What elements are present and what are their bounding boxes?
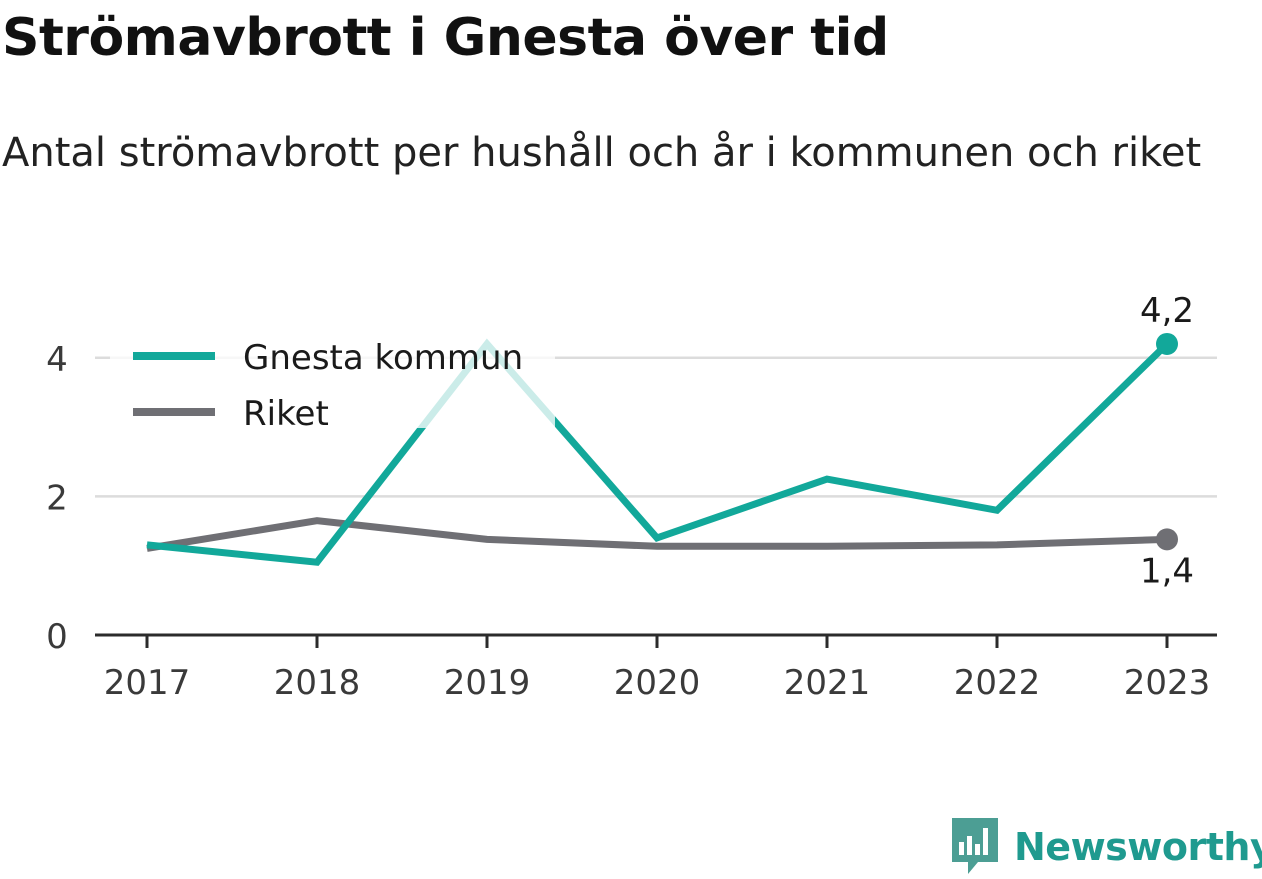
- legend-label: Gnesta kommun: [243, 338, 523, 378]
- end-value-label: 1,4: [1140, 551, 1194, 591]
- end-markers: 4,2 1,4: [1140, 291, 1194, 591]
- legend: Gnesta kommun Riket: [110, 328, 555, 434]
- newsworthy-logo: Newsworthy: [950, 818, 1262, 876]
- chart-subtitle: Antal strömavbrott per hushåll och år i …: [2, 130, 1202, 176]
- series-line-gnesta: [146, 338, 1170, 566]
- end-marker: [1156, 528, 1178, 551]
- x-tick-label: 2018: [274, 663, 361, 703]
- x-axis: 2017 2018 2019 2020 2021 2022 2023: [95, 633, 1217, 703]
- x-tick-label: 2017: [104, 663, 191, 703]
- y-tick-label: 0: [46, 617, 68, 657]
- y-axis-ticks: 0 2 4: [46, 340, 68, 657]
- end-marker: [1156, 332, 1178, 355]
- x-tick-label: 2020: [614, 663, 701, 703]
- end-value-label: 4,2: [1140, 291, 1194, 331]
- brand-name: Newsworthy: [1014, 825, 1262, 869]
- newsworthy-logo-icon: [952, 818, 998, 874]
- x-tick-label: 2022: [954, 663, 1041, 703]
- series-line-riket: [146, 517, 1168, 552]
- chart-title: Strömavbrott i Gnesta över tid: [2, 8, 889, 68]
- x-tick-label: 2023: [1124, 663, 1211, 703]
- x-tick-label: 2019: [444, 663, 531, 703]
- y-tick-label: 2: [46, 478, 68, 518]
- series-lines: [146, 338, 1170, 566]
- y-tick-label: 4: [46, 340, 68, 380]
- legend-label: Riket: [243, 394, 329, 434]
- x-tick-label: 2021: [784, 663, 871, 703]
